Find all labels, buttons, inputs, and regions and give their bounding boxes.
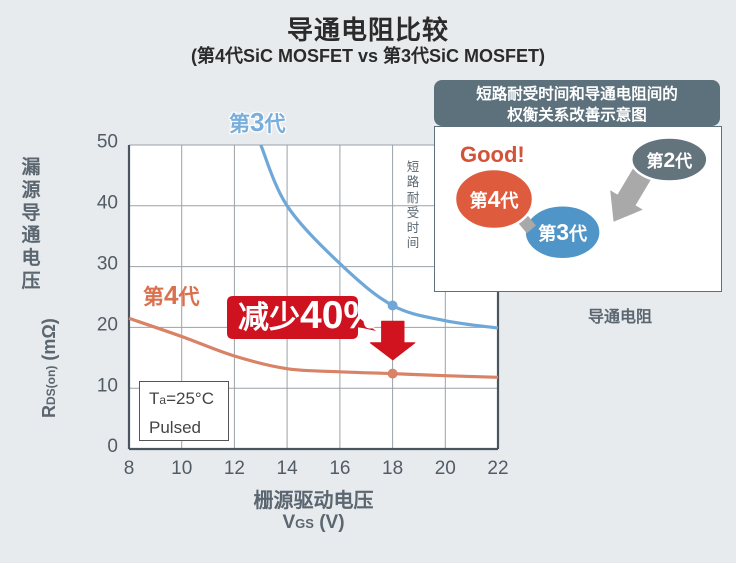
svg-text:第2代: 第2代 [646, 149, 692, 172]
